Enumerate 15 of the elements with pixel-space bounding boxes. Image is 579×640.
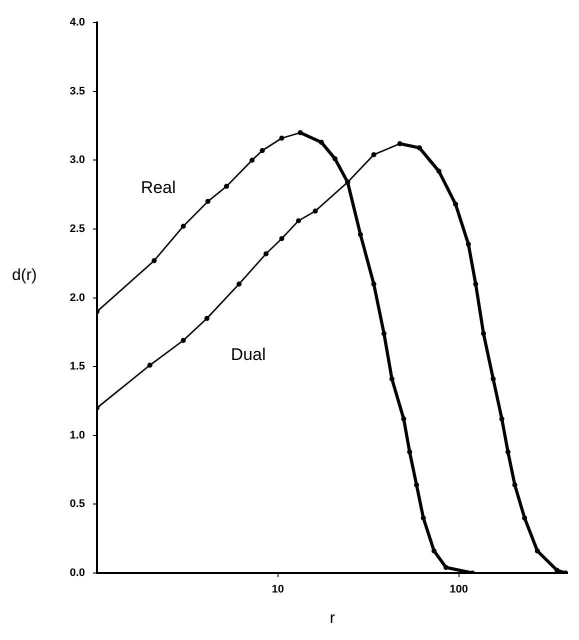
y-tick-label: 4.0 — [70, 16, 85, 29]
text: Dual — [230, 345, 266, 364]
x-tick-label: 10 — [272, 584, 284, 596]
y-tick-label: 1.0 — [70, 429, 85, 442]
y-tick-label: 2.0 — [70, 292, 85, 304]
y-tick-label: 3.0 — [70, 154, 85, 166]
y-tick-label: 0.0 — [70, 567, 85, 580]
y-tick-label: 1.5 — [70, 360, 85, 373]
y-axis-title: d(r) — [12, 267, 37, 284]
x-axis-title: r — [330, 610, 336, 627]
x-tick-label: 100 — [450, 584, 468, 596]
y-tick-label: 2.5 — [70, 223, 85, 236]
series-label: Real — [140, 178, 176, 197]
y-tick-label: 0.5 — [70, 498, 85, 510]
y-tick-label: 3.5 — [70, 85, 85, 98]
